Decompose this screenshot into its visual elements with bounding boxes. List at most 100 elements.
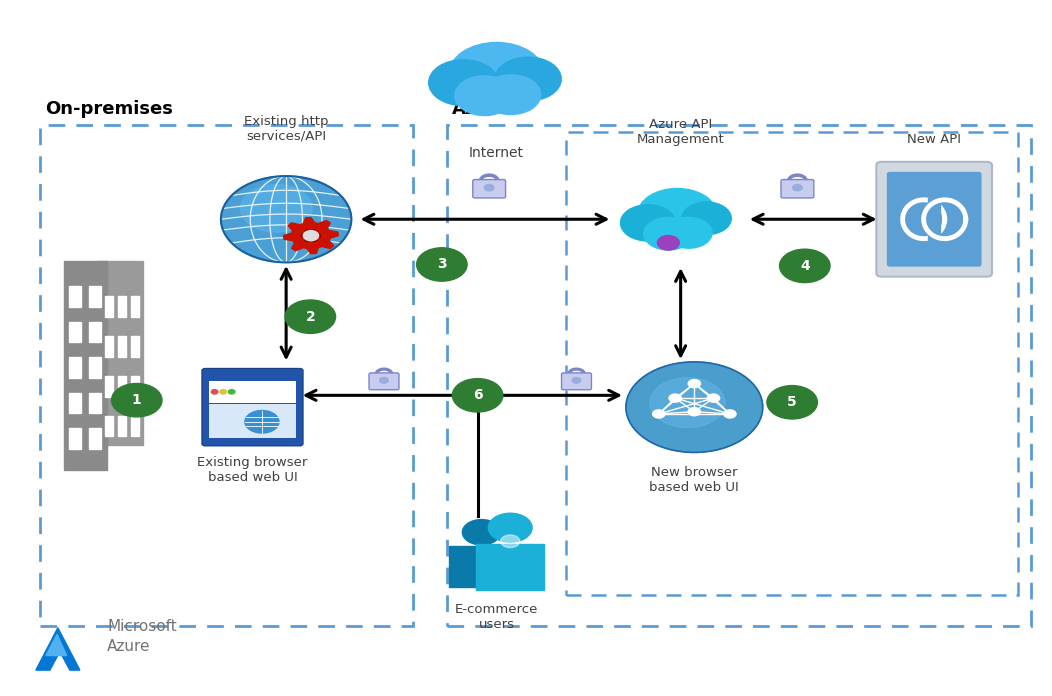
Circle shape — [220, 390, 226, 394]
Circle shape — [311, 238, 317, 242]
Circle shape — [305, 230, 310, 234]
Bar — [130, 336, 139, 357]
Circle shape — [417, 248, 467, 281]
Circle shape — [452, 379, 503, 412]
Polygon shape — [476, 544, 545, 590]
Text: 3: 3 — [437, 258, 447, 271]
Circle shape — [228, 390, 235, 394]
Bar — [105, 336, 114, 357]
Circle shape — [429, 60, 499, 106]
Bar — [88, 322, 101, 342]
FancyBboxPatch shape — [369, 373, 399, 390]
Bar — [105, 296, 114, 317]
FancyBboxPatch shape — [472, 180, 506, 198]
Circle shape — [780, 249, 830, 283]
Bar — [118, 416, 126, 436]
Circle shape — [305, 238, 310, 242]
Text: 1: 1 — [132, 393, 142, 407]
Polygon shape — [36, 628, 80, 670]
FancyBboxPatch shape — [887, 172, 982, 267]
Bar — [105, 376, 114, 397]
Circle shape — [666, 217, 712, 248]
Circle shape — [488, 513, 532, 542]
Circle shape — [311, 230, 317, 234]
Bar — [69, 428, 81, 449]
Bar — [130, 376, 139, 397]
FancyBboxPatch shape — [876, 161, 992, 276]
Bar — [88, 286, 101, 307]
Text: Azure API
Management: Azure API Management — [636, 118, 725, 146]
Circle shape — [112, 383, 162, 417]
Text: Existing browser
based web UI: Existing browser based web UI — [198, 456, 307, 484]
Circle shape — [724, 410, 736, 418]
Circle shape — [245, 411, 279, 433]
Circle shape — [211, 390, 218, 394]
Circle shape — [481, 75, 541, 115]
Text: 4: 4 — [800, 259, 810, 273]
Circle shape — [644, 217, 693, 250]
Text: New browser
based web UI: New browser based web UI — [649, 466, 740, 494]
Circle shape — [454, 76, 514, 116]
Polygon shape — [448, 546, 502, 587]
Circle shape — [572, 377, 581, 383]
Bar — [209, 381, 296, 403]
Circle shape — [501, 535, 520, 548]
Circle shape — [449, 42, 544, 105]
Circle shape — [380, 377, 388, 383]
Bar — [97, 261, 142, 445]
FancyBboxPatch shape — [562, 373, 591, 390]
Text: Azure: Azure — [452, 100, 510, 118]
Circle shape — [650, 378, 725, 427]
Bar — [118, 296, 126, 317]
Circle shape — [688, 408, 701, 416]
Bar — [209, 404, 296, 438]
Circle shape — [241, 184, 312, 232]
Circle shape — [485, 184, 493, 191]
Text: 6: 6 — [472, 388, 483, 402]
Circle shape — [221, 176, 351, 262]
Bar — [88, 428, 101, 449]
FancyBboxPatch shape — [781, 180, 814, 198]
Text: 2: 2 — [305, 310, 316, 324]
Circle shape — [707, 394, 720, 402]
Bar — [130, 296, 139, 317]
Text: On-premises: On-premises — [45, 100, 174, 118]
Circle shape — [793, 184, 802, 191]
Circle shape — [626, 362, 763, 452]
Bar — [69, 286, 81, 307]
Circle shape — [301, 234, 307, 237]
Text: New API: New API — [907, 133, 962, 146]
Bar — [88, 393, 101, 413]
Circle shape — [638, 189, 716, 241]
Circle shape — [621, 205, 675, 241]
Bar — [130, 416, 139, 436]
Circle shape — [652, 410, 665, 418]
Text: Microsoft
Azure: Microsoft Azure — [107, 619, 177, 654]
Polygon shape — [284, 218, 339, 254]
Text: E-commerce
users: E-commerce users — [454, 603, 539, 631]
Text: Existing http
services/API: Existing http services/API — [244, 115, 328, 143]
Bar — [64, 261, 107, 470]
Bar — [88, 357, 101, 378]
Circle shape — [463, 519, 501, 545]
Bar — [69, 357, 81, 378]
Bar — [105, 416, 114, 436]
Bar — [118, 376, 126, 397]
Circle shape — [688, 379, 701, 388]
Bar — [69, 322, 81, 342]
Circle shape — [682, 202, 731, 235]
Bar — [928, 198, 940, 241]
Circle shape — [767, 386, 817, 419]
FancyBboxPatch shape — [202, 369, 303, 446]
Circle shape — [303, 230, 319, 241]
Circle shape — [658, 235, 680, 250]
Polygon shape — [46, 635, 66, 656]
Text: 5: 5 — [787, 395, 797, 409]
Circle shape — [315, 234, 321, 237]
Bar — [118, 336, 126, 357]
Circle shape — [495, 57, 562, 101]
Text: Internet: Internet — [469, 146, 524, 160]
Circle shape — [669, 394, 682, 402]
Bar — [69, 393, 81, 413]
Circle shape — [285, 300, 336, 333]
